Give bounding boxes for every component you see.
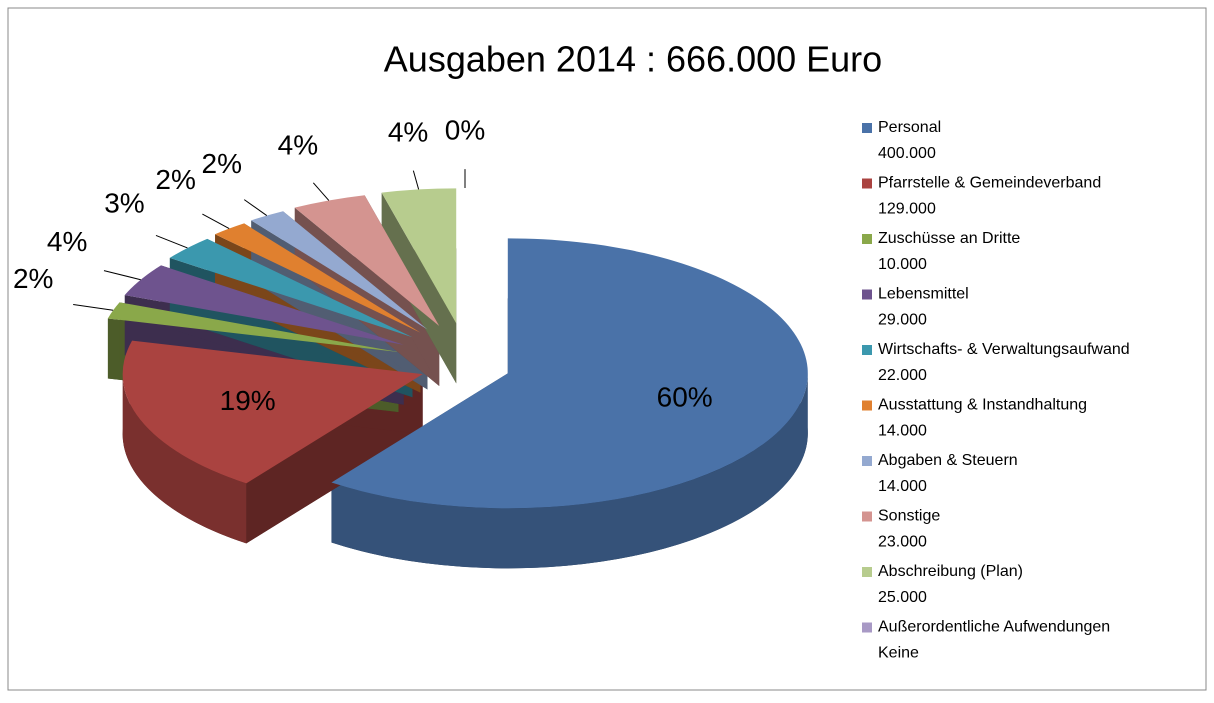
legend-label: Zuschüsse an Dritte	[878, 230, 1020, 247]
legend-swatch	[862, 289, 872, 300]
data-label: 60%	[657, 382, 713, 413]
data-label: 0%	[445, 115, 485, 146]
chart-title: Ausgaben 2014 : 666.000 Euro	[384, 39, 882, 80]
legend-swatch	[862, 123, 872, 133]
legend-swatch	[862, 234, 872, 244]
legend-swatch	[862, 456, 872, 466]
slice-wall	[122, 374, 247, 544]
data-label: 2%	[13, 263, 53, 294]
data-label: 2%	[155, 164, 195, 195]
legend-swatch	[862, 511, 872, 522]
legend-amount: 23.000	[878, 534, 927, 551]
data-label: 4%	[388, 116, 428, 147]
data-label: 4%	[47, 226, 87, 257]
leader-line	[103, 270, 141, 281]
data-label: 4%	[278, 130, 318, 161]
legend-label: Außerordentliche Aufwendungen	[878, 619, 1110, 636]
legend-amount: 22.000	[878, 367, 927, 384]
slice	[169, 238, 413, 338]
leader-line	[202, 213, 230, 230]
data-label: 3%	[104, 187, 144, 218]
legend-amount: 29.000	[878, 312, 927, 329]
slice	[294, 195, 440, 326]
pie-tops	[107, 188, 808, 509]
leader-line	[412, 170, 420, 190]
legend-amount: 14.000	[878, 478, 927, 495]
leader-line	[312, 182, 330, 201]
legend-swatch	[862, 178, 872, 189]
legend-label: Sonstige	[878, 508, 940, 525]
legend-amount: 25.000	[878, 589, 927, 606]
slice	[124, 265, 404, 345]
legend-label: Lebensmittel	[878, 286, 969, 303]
legend-label: Abschreibung (Plan)	[878, 563, 1023, 580]
slice	[122, 340, 423, 484]
leader-line	[73, 303, 114, 311]
legend-label: Wirtschafts- & Verwaltungsaufwand	[878, 341, 1130, 358]
leader-line	[243, 199, 268, 216]
legend-label: Abgaben & Steuern	[878, 452, 1018, 469]
slice-wall	[331, 373, 808, 569]
legend-label: Ausstattung & Instandhaltung	[878, 397, 1087, 414]
slice	[381, 188, 457, 324]
slice	[215, 223, 421, 333]
legend-amount: Keine	[878, 645, 919, 662]
data-label: 19%	[220, 385, 276, 416]
legend-swatch	[862, 345, 872, 355]
legend-amount: 14.000	[878, 423, 927, 440]
slice	[331, 238, 808, 509]
legend-swatch	[862, 400, 872, 411]
legend-label: Pfarrstelle & Gemeindeverband	[878, 175, 1101, 192]
legend-label: Personal	[878, 119, 941, 136]
slice-edge	[381, 192, 457, 384]
legend-amount: 400.000	[878, 145, 936, 162]
slice	[251, 211, 428, 330]
slice	[107, 302, 399, 353]
legend-amount: 10.000	[878, 256, 927, 273]
legend-swatch	[862, 567, 872, 577]
legend-swatch	[862, 622, 872, 633]
legend-amount: 129.000	[878, 201, 936, 218]
data-label: 2%	[202, 148, 242, 179]
leader-line	[155, 234, 188, 249]
